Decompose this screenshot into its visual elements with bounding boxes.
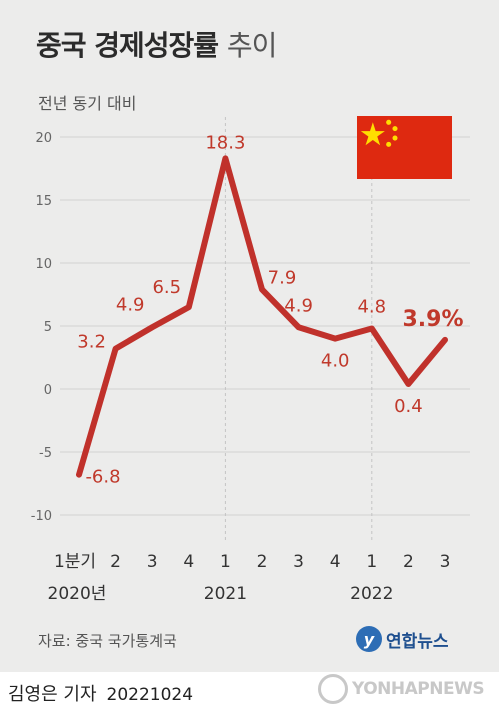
x-tick-label: 1 <box>366 552 377 572</box>
flag-small-star-2 <box>392 126 398 132</box>
line-chart: -10 -5 0 5 10 15 20 1분기 2 3 4 1 2 3 4 1 2 3 2020년 2021 2022 -… <box>31 117 470 604</box>
data-label: 4.9 <box>116 294 145 315</box>
data-label: 4.9 <box>284 295 313 316</box>
x-tick-label: 1 <box>220 552 231 572</box>
agency-logo-icon: y <box>356 626 382 652</box>
chart-subtitle: 전년 동기 대비 <box>38 94 137 113</box>
data-label: -6.8 <box>85 467 120 488</box>
x-tick-label: 2 <box>110 552 121 572</box>
data-label: 3.2 <box>77 332 106 353</box>
agency-logo: y 연합뉴스 <box>356 624 449 654</box>
chart-title: 중국 경제성장률 추이 <box>36 24 278 64</box>
reporter-name: 김영은 기자 <box>8 684 97 705</box>
data-label: 18.3 <box>205 132 245 153</box>
y-tick-label: 20 <box>35 131 52 146</box>
y-tick-label: 0 <box>44 383 52 398</box>
agency-name: 연합뉴스 <box>386 631 449 652</box>
x-tick-label: 3 <box>293 552 304 572</box>
data-label: 3.9% <box>402 307 463 332</box>
flag-field <box>357 116 452 179</box>
title-light: 추이 <box>226 29 278 62</box>
y-tick-label: 5 <box>44 320 52 335</box>
data-label: 0.4 <box>394 396 423 417</box>
x-tick-label: 2 <box>403 552 414 572</box>
source-note: 자료: 중국 국가통계국 <box>38 632 177 650</box>
publish-date: 20221024 <box>106 685 194 705</box>
flag-small-star-1 <box>386 119 392 125</box>
footer-bar <box>0 672 499 715</box>
infographic-card: 중국 경제성장률 추이 전년 동기 대비 -10 -5 0 5 10 15 20 1분기 2 3 4… <box>0 0 499 672</box>
flag-big-star <box>360 122 385 146</box>
china-flag-icon <box>357 116 452 179</box>
y-tick-label: 15 <box>35 194 52 209</box>
x-group-label: 2020년 <box>48 584 107 604</box>
byline: 김영은 기자 20221024 <box>8 680 193 706</box>
x-tick-label: 4 <box>183 552 194 572</box>
data-label: 7.9 <box>268 267 297 288</box>
flag-small-star-3 <box>392 135 398 141</box>
watermark-text: YONHAPNEWS <box>352 679 485 699</box>
x-tick-label: 1분기 <box>54 552 96 572</box>
x-tick-label: 3 <box>147 552 158 572</box>
y-tick-label: 10 <box>35 257 52 272</box>
flag-small-star-4 <box>386 141 392 147</box>
y-tick-label: -5 <box>39 446 52 461</box>
y-tick-label: -10 <box>31 509 52 524</box>
watermark-logo-icon <box>318 674 348 704</box>
title-bold: 중국 경제성장률 <box>36 29 219 62</box>
x-group-label: 2021 <box>204 584 247 604</box>
series-line <box>76 155 448 478</box>
x-tick-label: 4 <box>330 552 341 572</box>
x-tick-label: 2 <box>257 552 268 572</box>
data-label: 4.8 <box>357 297 386 318</box>
x-group-label: 2022 <box>350 584 393 604</box>
watermark: YONHAPNEWS <box>318 670 485 708</box>
data-label: 6.5 <box>152 277 181 298</box>
data-label: 4.0 <box>321 351 350 372</box>
x-tick-label: 3 <box>440 552 451 572</box>
